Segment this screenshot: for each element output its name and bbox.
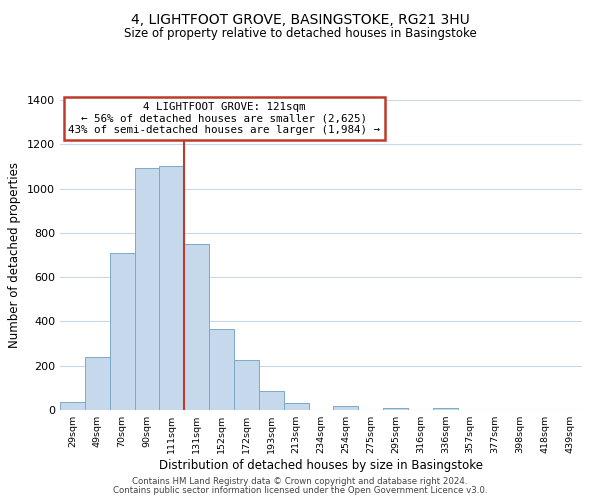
Text: Size of property relative to detached houses in Basingstoke: Size of property relative to detached ho… xyxy=(124,28,476,40)
Bar xyxy=(234,360,259,410)
Bar xyxy=(433,408,458,410)
Bar xyxy=(60,402,85,410)
Bar xyxy=(284,403,308,410)
Text: 4, LIGHTFOOT GROVE, BASINGSTOKE, RG21 3HU: 4, LIGHTFOOT GROVE, BASINGSTOKE, RG21 3H… xyxy=(131,12,469,26)
Text: 4 LIGHTFOOT GROVE: 121sqm
← 56% of detached houses are smaller (2,625)
43% of se: 4 LIGHTFOOT GROVE: 121sqm ← 56% of detac… xyxy=(68,102,380,134)
Text: Contains public sector information licensed under the Open Government Licence v3: Contains public sector information licen… xyxy=(113,486,487,495)
Y-axis label: Number of detached properties: Number of detached properties xyxy=(8,162,22,348)
Bar xyxy=(85,357,110,410)
Bar xyxy=(134,168,160,410)
Bar xyxy=(334,406,358,410)
X-axis label: Distribution of detached houses by size in Basingstoke: Distribution of detached houses by size … xyxy=(159,459,483,472)
Bar xyxy=(383,408,408,410)
Bar xyxy=(160,166,184,410)
Bar xyxy=(110,253,134,410)
Bar xyxy=(259,390,284,410)
Text: Contains HM Land Registry data © Crown copyright and database right 2024.: Contains HM Land Registry data © Crown c… xyxy=(132,477,468,486)
Bar xyxy=(209,329,234,410)
Bar xyxy=(184,244,209,410)
